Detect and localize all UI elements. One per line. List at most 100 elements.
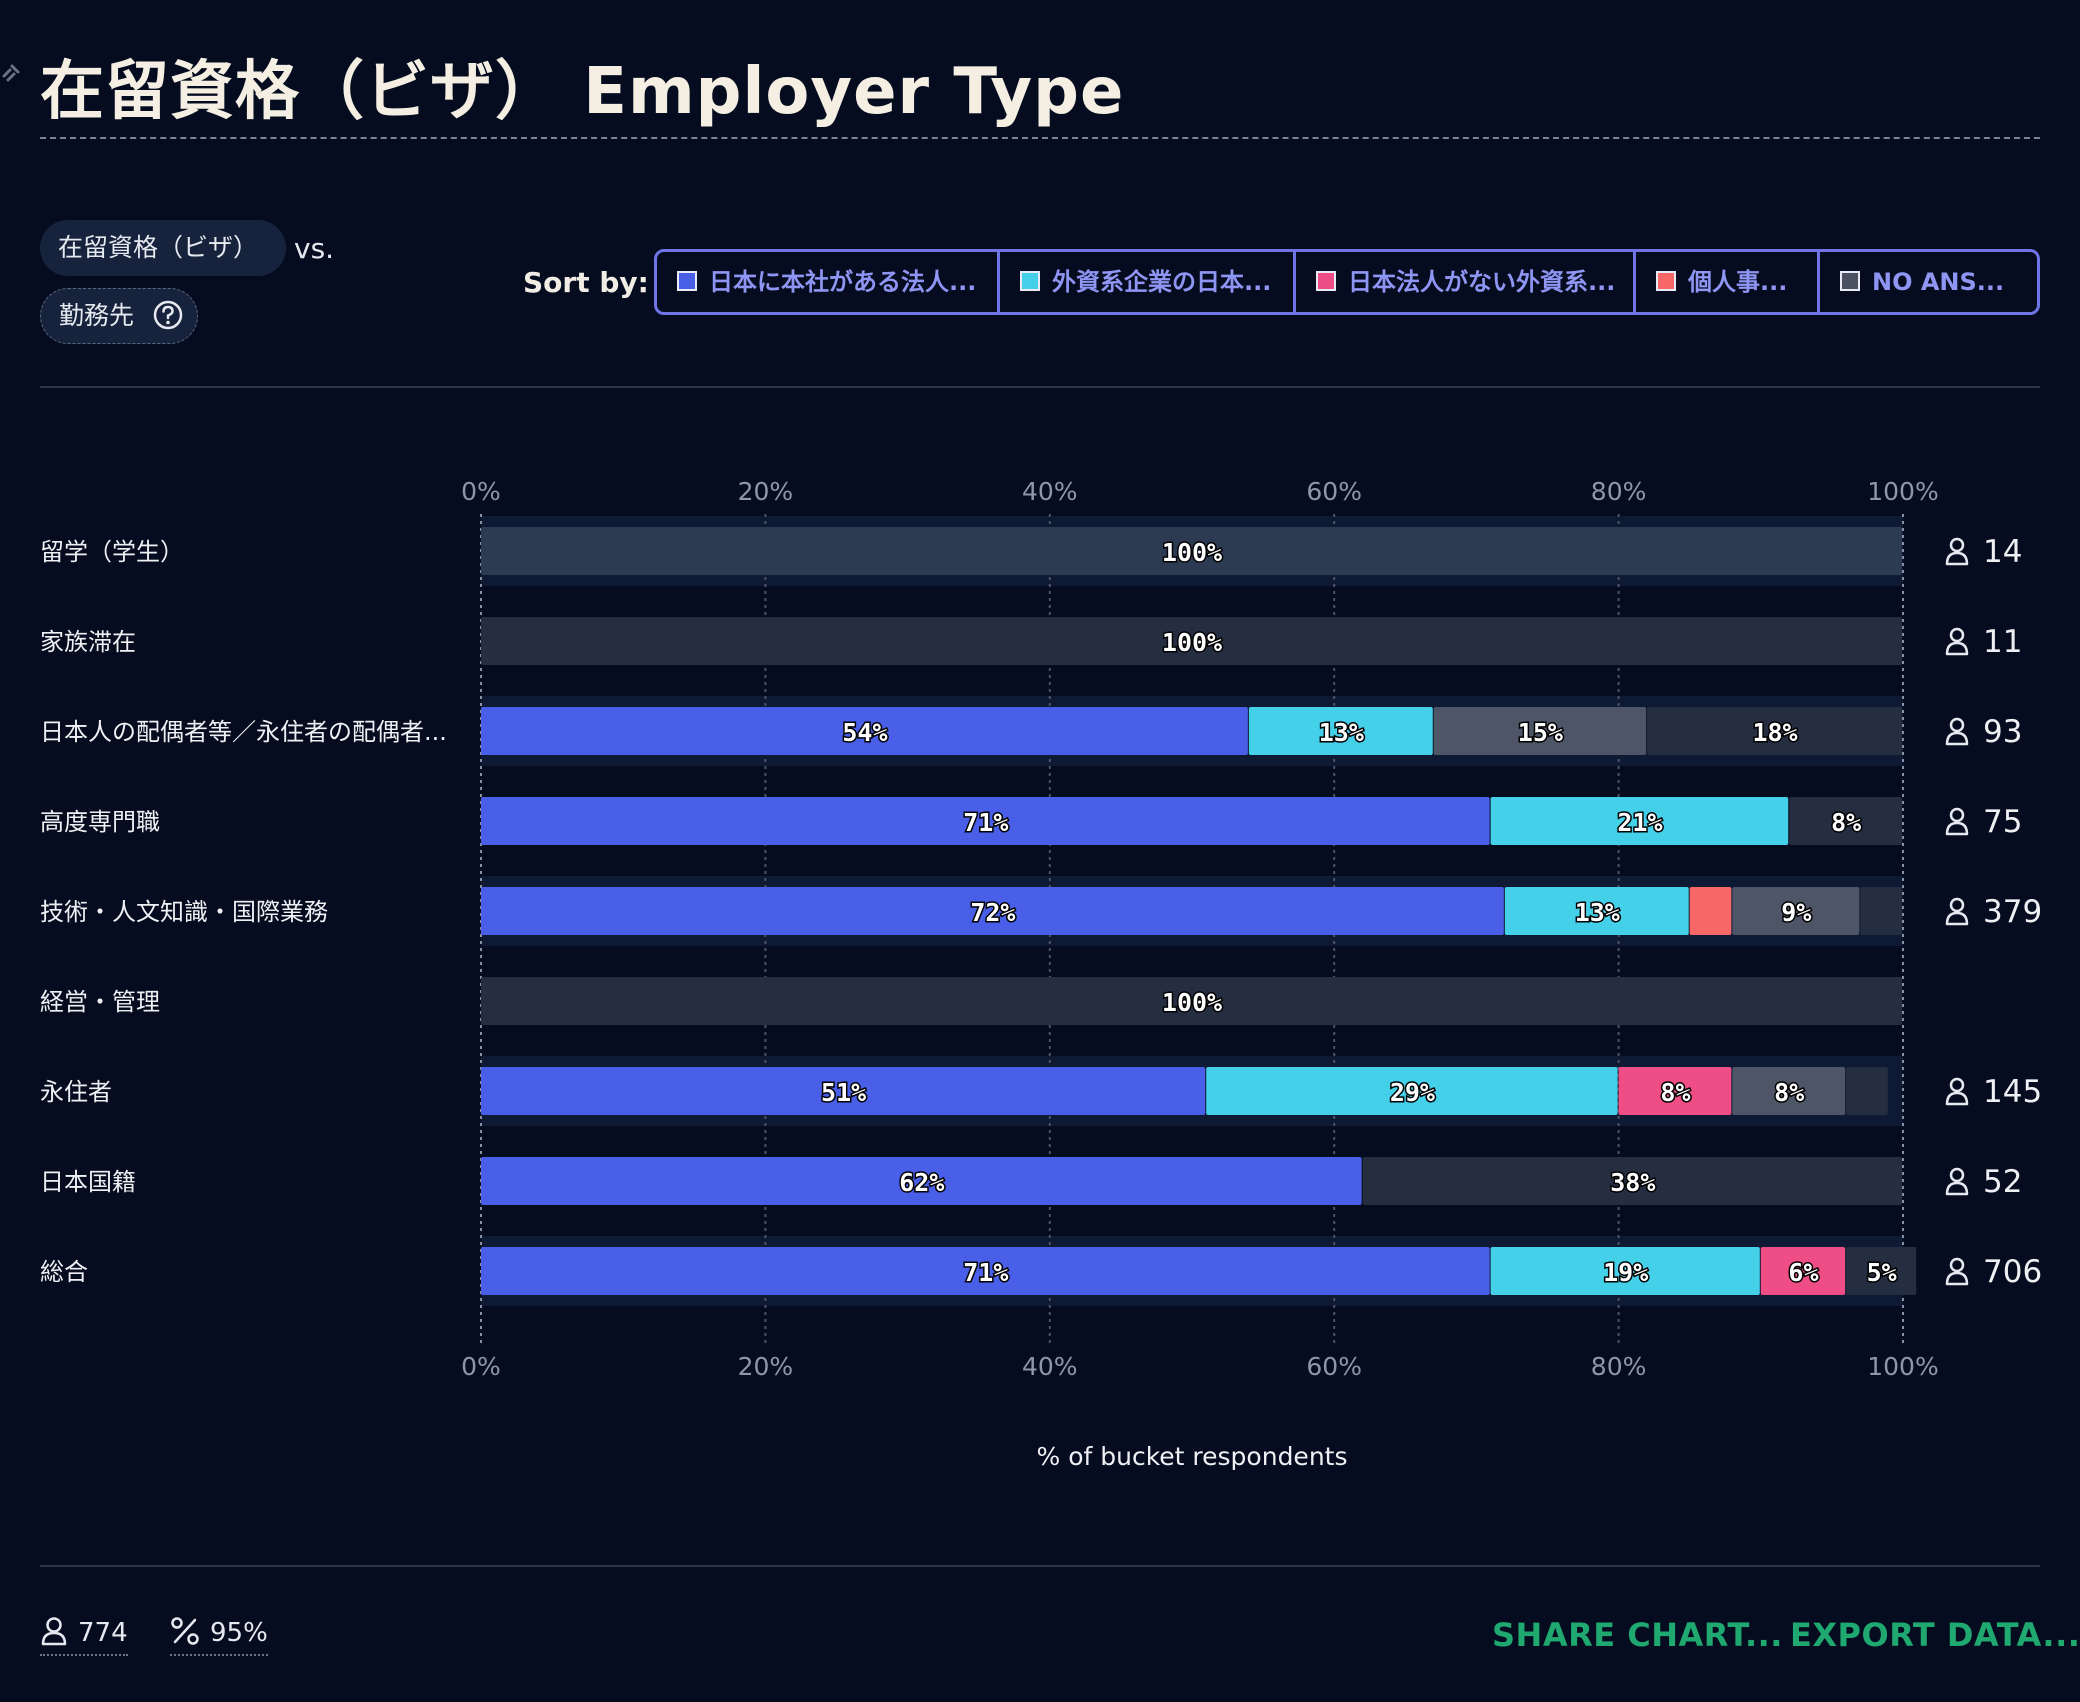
bar-value-label: 19% <box>1603 1258 1648 1287</box>
bar-segment[interactable] <box>481 617 1902 665</box>
percent-stat[interactable]: 95% <box>170 1616 268 1656</box>
sort-option-domestic-hq[interactable]: 日本に本社がある法人... <box>657 252 1000 312</box>
bar-segment[interactable] <box>1490 797 1789 845</box>
bar-segment[interactable] <box>1846 1067 1888 1115</box>
bar-value-label: 9% <box>1781 898 1811 927</box>
x-tick-label-bottom: 60% <box>1306 1352 1362 1381</box>
respondent-count: 379 <box>1983 894 2042 930</box>
sort-option-foreign-japan[interactable]: 外資系企業の日本... <box>1000 252 1296 312</box>
page-title: 在留資格（ビザ） Employer Type <box>40 55 1125 129</box>
bar-segment[interactable] <box>481 527 1902 575</box>
respondent-count: 145 <box>1983 1074 2042 1110</box>
sort-option-label: 日本に本社がある法人... <box>709 268 977 296</box>
person-icon <box>1945 537 1969 566</box>
person-icon <box>1945 807 1969 836</box>
category-label: 家族滞在 <box>40 628 136 656</box>
person-icon <box>1945 1167 1969 1196</box>
compare-b-selector[interactable]: 勤務先 <box>40 288 198 344</box>
bar-value-label: 13% <box>1319 718 1364 747</box>
bar-segment[interactable] <box>481 707 1248 755</box>
bar-segment[interactable] <box>481 977 1902 1025</box>
sort-option-no-answer[interactable]: NO ANS... <box>1820 252 2037 312</box>
respondent-count: 52 <box>1983 1164 2022 1200</box>
title-divider <box>40 137 2040 139</box>
category-label: 経営・管理 <box>40 988 160 1016</box>
bar-segment[interactable] <box>1504 887 1689 935</box>
bar-value-label: 72% <box>970 898 1015 927</box>
bar-segment[interactable] <box>1789 797 1902 845</box>
compare-a-selector[interactable]: 在留資格（ビザ） <box>40 220 286 276</box>
respondents-count: 774 <box>78 1618 128 1648</box>
bar-segment[interactable] <box>1689 887 1732 935</box>
bar-segment[interactable] <box>1732 887 1860 935</box>
bar-segment[interactable] <box>481 1247 1490 1295</box>
bar-value-label: 71% <box>963 1258 1008 1287</box>
sort-option-sole-proprietor[interactable]: 個人事... <box>1636 252 1820 312</box>
bar-segment[interactable] <box>1362 1157 1902 1205</box>
bar-value-label: 5% <box>1867 1258 1897 1287</box>
bar-value-label: 100% <box>1162 628 1222 657</box>
x-tick-label-top: 100% <box>1867 477 1938 506</box>
bar-value-label: 100% <box>1162 988 1222 1017</box>
person-icon <box>1945 627 1969 656</box>
swatch-icon <box>1656 271 1676 291</box>
percent-value: 95% <box>210 1618 268 1648</box>
bar-segment[interactable] <box>1732 1067 1846 1115</box>
vs-label: vs. <box>294 232 335 265</box>
category-label: 総合 <box>40 1258 88 1286</box>
person-icon <box>1945 897 1969 926</box>
x-tick-label-bottom: 40% <box>1022 1352 1078 1381</box>
bar-value-label: 62% <box>899 1168 944 1197</box>
bar-segment[interactable] <box>1206 1067 1618 1115</box>
link-icon[interactable] <box>0 62 22 84</box>
bar-segment[interactable] <box>1433 707 1647 755</box>
bar-segment[interactable] <box>1760 1247 1846 1295</box>
bar-value-label: 6% <box>1788 1258 1818 1287</box>
x-tick-label-bottom: 20% <box>738 1352 794 1381</box>
respondent-count: 14 <box>1983 534 2022 570</box>
x-tick-label-bottom: 100% <box>1867 1352 1938 1381</box>
bar-segment[interactable] <box>481 797 1490 845</box>
bar-segment[interactable] <box>481 1157 1362 1205</box>
respondent-count: 11 <box>1983 624 2022 660</box>
export-data-button[interactable]: EXPORT DATA... <box>1790 1616 2080 1654</box>
bar-segment[interactable] <box>1860 887 1902 935</box>
bar-value-label: 15% <box>1518 718 1563 747</box>
respondents-stat[interactable]: 774 <box>40 1616 128 1656</box>
sort-option-label: NO ANS... <box>1872 268 2005 296</box>
bar-value-label: 21% <box>1617 808 1662 837</box>
sort-options-group: 日本に本社がある法人... 外資系企業の日本... 日本法人がない外資系... … <box>654 249 2040 315</box>
x-axis-label: % of bucket respondents <box>1037 1442 1348 1471</box>
bar-segment[interactable] <box>481 887 1504 935</box>
bar-value-label: 100% <box>1162 538 1222 567</box>
category-label: 日本国籍 <box>40 1168 136 1196</box>
bar-value-label: 18% <box>1752 718 1797 747</box>
bar-value-label: 29% <box>1390 1078 1435 1107</box>
bar-segment[interactable] <box>1248 707 1433 755</box>
swatch-icon <box>677 271 697 291</box>
bar-segment[interactable] <box>1490 1247 1760 1295</box>
swatch-icon <box>1020 271 1040 291</box>
bar-value-label: 71% <box>963 808 1008 837</box>
x-tick-label-top: 60% <box>1306 477 1362 506</box>
x-tick-label-top: 80% <box>1591 477 1647 506</box>
compare-b-label: 勤務先 <box>59 301 135 330</box>
help-icon[interactable] <box>152 299 184 331</box>
sort-option-foreign-no-entity[interactable]: 日本法人がない外資系... <box>1296 252 1636 312</box>
swatch-icon <box>1840 271 1860 291</box>
bar-segment[interactable] <box>1846 1247 1917 1295</box>
respondent-count: 706 <box>1983 1254 2042 1290</box>
x-tick-label-top: 40% <box>1022 477 1078 506</box>
swatch-icon <box>1316 271 1336 291</box>
bar-segment[interactable] <box>481 1067 1206 1115</box>
footer-divider <box>40 1565 2040 1567</box>
bar-segment[interactable] <box>1647 707 1902 755</box>
category-label: 高度専門職 <box>40 808 160 836</box>
sort-option-label: 個人事... <box>1688 268 1788 296</box>
category-label: 技術・人文知識・国際業務 <box>40 898 328 926</box>
bar-value-label: 8% <box>1660 1078 1690 1107</box>
bar-segment[interactable] <box>1618 1067 1732 1115</box>
sort-by-label: Sort by: <box>523 266 649 299</box>
bar-value-label: 38% <box>1610 1168 1655 1197</box>
share-chart-button[interactable]: SHARE CHART... <box>1492 1616 1783 1654</box>
